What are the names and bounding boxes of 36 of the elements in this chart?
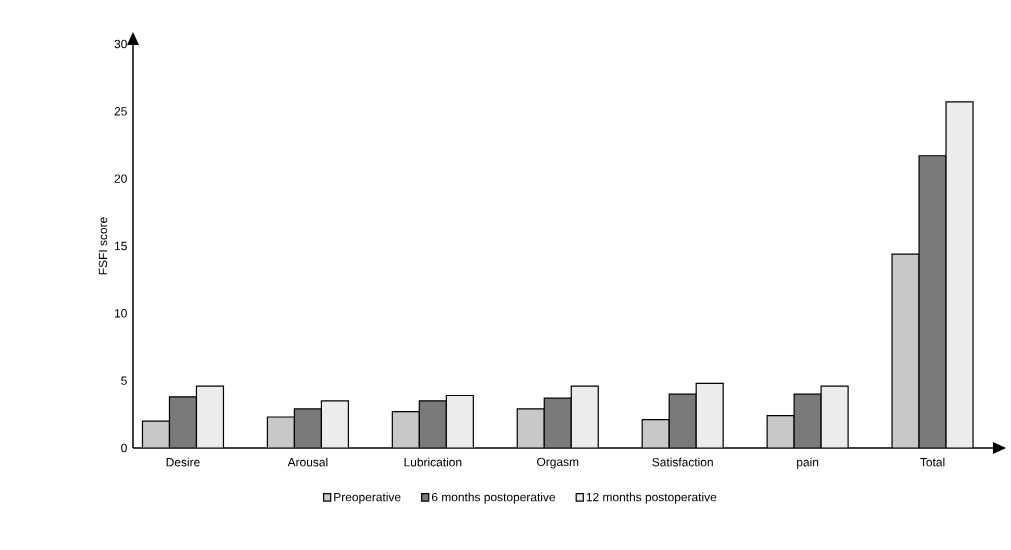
y-tick-label: 10 xyxy=(114,309,127,318)
bar xyxy=(293,408,322,448)
x-tick-label: Lubrication xyxy=(404,457,462,467)
bar xyxy=(168,396,198,448)
legend-label: Preoperative xyxy=(334,492,401,504)
y-axis-title: FSFI score xyxy=(98,217,108,275)
bar xyxy=(445,394,474,448)
y-tick-label: 25 xyxy=(114,107,127,116)
x-tick-label: Total xyxy=(920,457,945,467)
bar xyxy=(668,393,697,448)
bar xyxy=(891,253,920,448)
bar xyxy=(820,385,849,448)
bar xyxy=(918,155,947,448)
y-tick-label: 20 xyxy=(114,174,127,183)
y-tick-label: 30 xyxy=(114,39,127,49)
legend-label: 12 months postoperative xyxy=(586,492,717,504)
y-tick-label: 0 xyxy=(121,443,127,453)
bar xyxy=(391,411,420,448)
bar xyxy=(418,400,447,448)
x-tick-label: Orgasm xyxy=(537,457,579,469)
x-tick-label: Satisfaction xyxy=(652,457,713,467)
x-tick-label: Arousal xyxy=(287,457,328,467)
bar xyxy=(641,419,670,448)
bar xyxy=(195,385,225,448)
x-tick-label: pain xyxy=(797,457,819,469)
y-tick-label: 5 xyxy=(121,376,127,385)
y-tick-label: 15 xyxy=(114,241,127,251)
bar xyxy=(320,400,349,448)
bar xyxy=(695,382,724,448)
x-tick-label: Desire xyxy=(166,457,200,467)
bar xyxy=(945,101,974,448)
legend-label: 6 months postoperative xyxy=(431,492,556,504)
bar xyxy=(570,385,599,448)
bar xyxy=(543,397,572,448)
bar xyxy=(266,416,295,448)
bar xyxy=(516,408,545,448)
